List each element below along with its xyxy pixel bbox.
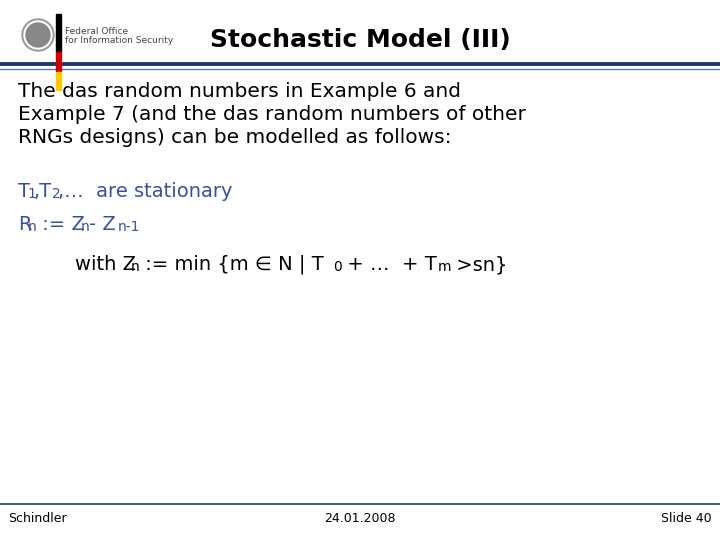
Text: The das random numbers in Example 6 and: The das random numbers in Example 6 and xyxy=(18,82,461,101)
Text: Federal Office: Federal Office xyxy=(65,27,128,36)
Text: Stochastic Model (III): Stochastic Model (III) xyxy=(210,28,510,52)
Text: n-1: n-1 xyxy=(118,220,140,234)
Text: 1: 1 xyxy=(27,187,36,201)
Circle shape xyxy=(24,21,52,49)
Bar xyxy=(56,52,61,72)
Bar xyxy=(56,72,61,90)
Text: 24.01.2008: 24.01.2008 xyxy=(324,512,396,525)
Text: T: T xyxy=(18,182,30,201)
Text: for Information Security: for Information Security xyxy=(65,36,174,45)
Bar xyxy=(56,14,61,52)
Text: >sn}: >sn} xyxy=(450,255,508,274)
Circle shape xyxy=(22,19,54,51)
Text: ,T: ,T xyxy=(34,182,52,201)
Text: 2: 2 xyxy=(52,187,60,201)
Text: n: n xyxy=(81,220,90,234)
Text: n: n xyxy=(28,220,37,234)
Text: Slide 40: Slide 40 xyxy=(662,512,712,525)
Text: n: n xyxy=(131,260,140,274)
Text: R: R xyxy=(18,215,32,234)
Text: + …  + T: + … + T xyxy=(341,255,437,274)
Text: Example 7 (and the das random numbers of other: Example 7 (and the das random numbers of… xyxy=(18,105,526,124)
Text: 0: 0 xyxy=(333,260,342,274)
Text: with Z: with Z xyxy=(75,255,136,274)
Text: Schindler: Schindler xyxy=(8,512,67,525)
Circle shape xyxy=(26,23,50,47)
Text: - Z: - Z xyxy=(89,215,116,234)
Text: := Z: := Z xyxy=(36,215,85,234)
Text: RNGs designs) can be modelled as follows:: RNGs designs) can be modelled as follows… xyxy=(18,128,451,147)
Text: ,…  are stationary: ,… are stationary xyxy=(58,182,233,201)
Text: m: m xyxy=(438,260,451,274)
Text: := min {m ∈ N | T: := min {m ∈ N | T xyxy=(139,255,324,274)
